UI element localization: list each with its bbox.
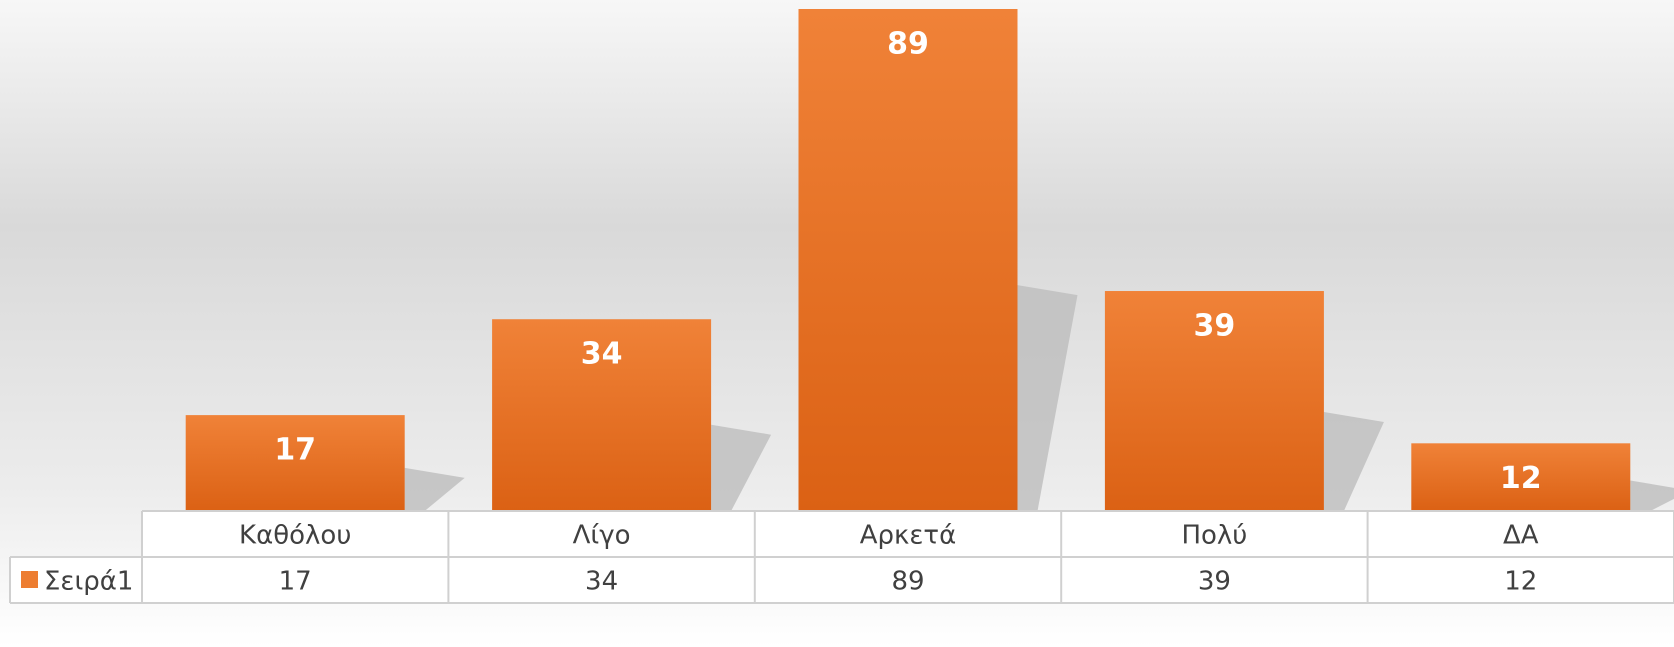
bar-shadow — [1630, 480, 1674, 511]
bar — [185, 415, 405, 511]
table-value: 34 — [585, 567, 618, 597]
x-tick-label: Λίγο — [573, 521, 631, 551]
table-value: 89 — [891, 567, 924, 597]
x-tick-label: Καθόλου — [239, 521, 351, 551]
bar-shadow — [404, 467, 465, 511]
data-label: 39 — [1194, 309, 1236, 344]
bar-shadow — [1323, 412, 1384, 511]
bar — [492, 319, 712, 511]
x-tick-label: ΔΑ — [1503, 521, 1539, 551]
legend-swatch — [21, 571, 38, 588]
data-label: 17 — [274, 433, 316, 468]
bar — [1104, 291, 1324, 511]
bar-shadow — [1017, 285, 1078, 511]
table-value: 17 — [279, 567, 312, 597]
bar-shadow — [711, 424, 772, 511]
table-value: 12 — [1504, 567, 1537, 597]
bar — [1411, 443, 1631, 511]
data-label: 12 — [1500, 461, 1542, 496]
legend-label: Σειρά1 — [44, 567, 133, 597]
x-tick-label: Αρκετά — [860, 521, 956, 551]
data-label: 89 — [887, 27, 929, 62]
data-label: 34 — [581, 337, 623, 372]
table-value: 39 — [1198, 567, 1231, 597]
bar — [798, 9, 1018, 511]
x-tick-label: Πολύ — [1181, 521, 1247, 551]
